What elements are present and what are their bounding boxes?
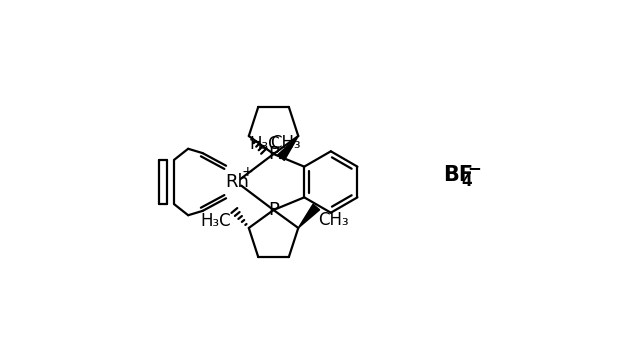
Text: 4: 4 bbox=[461, 174, 472, 189]
Text: P: P bbox=[268, 145, 279, 163]
Text: P: P bbox=[268, 201, 279, 219]
Polygon shape bbox=[278, 136, 298, 161]
Text: CH₃: CH₃ bbox=[318, 211, 349, 229]
Text: −: − bbox=[467, 159, 481, 177]
Polygon shape bbox=[298, 204, 319, 228]
Text: BF: BF bbox=[443, 165, 473, 185]
Text: CH₃: CH₃ bbox=[270, 134, 301, 151]
Text: Rh: Rh bbox=[225, 173, 249, 191]
Text: +: + bbox=[242, 165, 253, 179]
Text: H₃C: H₃C bbox=[250, 135, 280, 153]
Text: H₃C: H₃C bbox=[200, 213, 230, 230]
